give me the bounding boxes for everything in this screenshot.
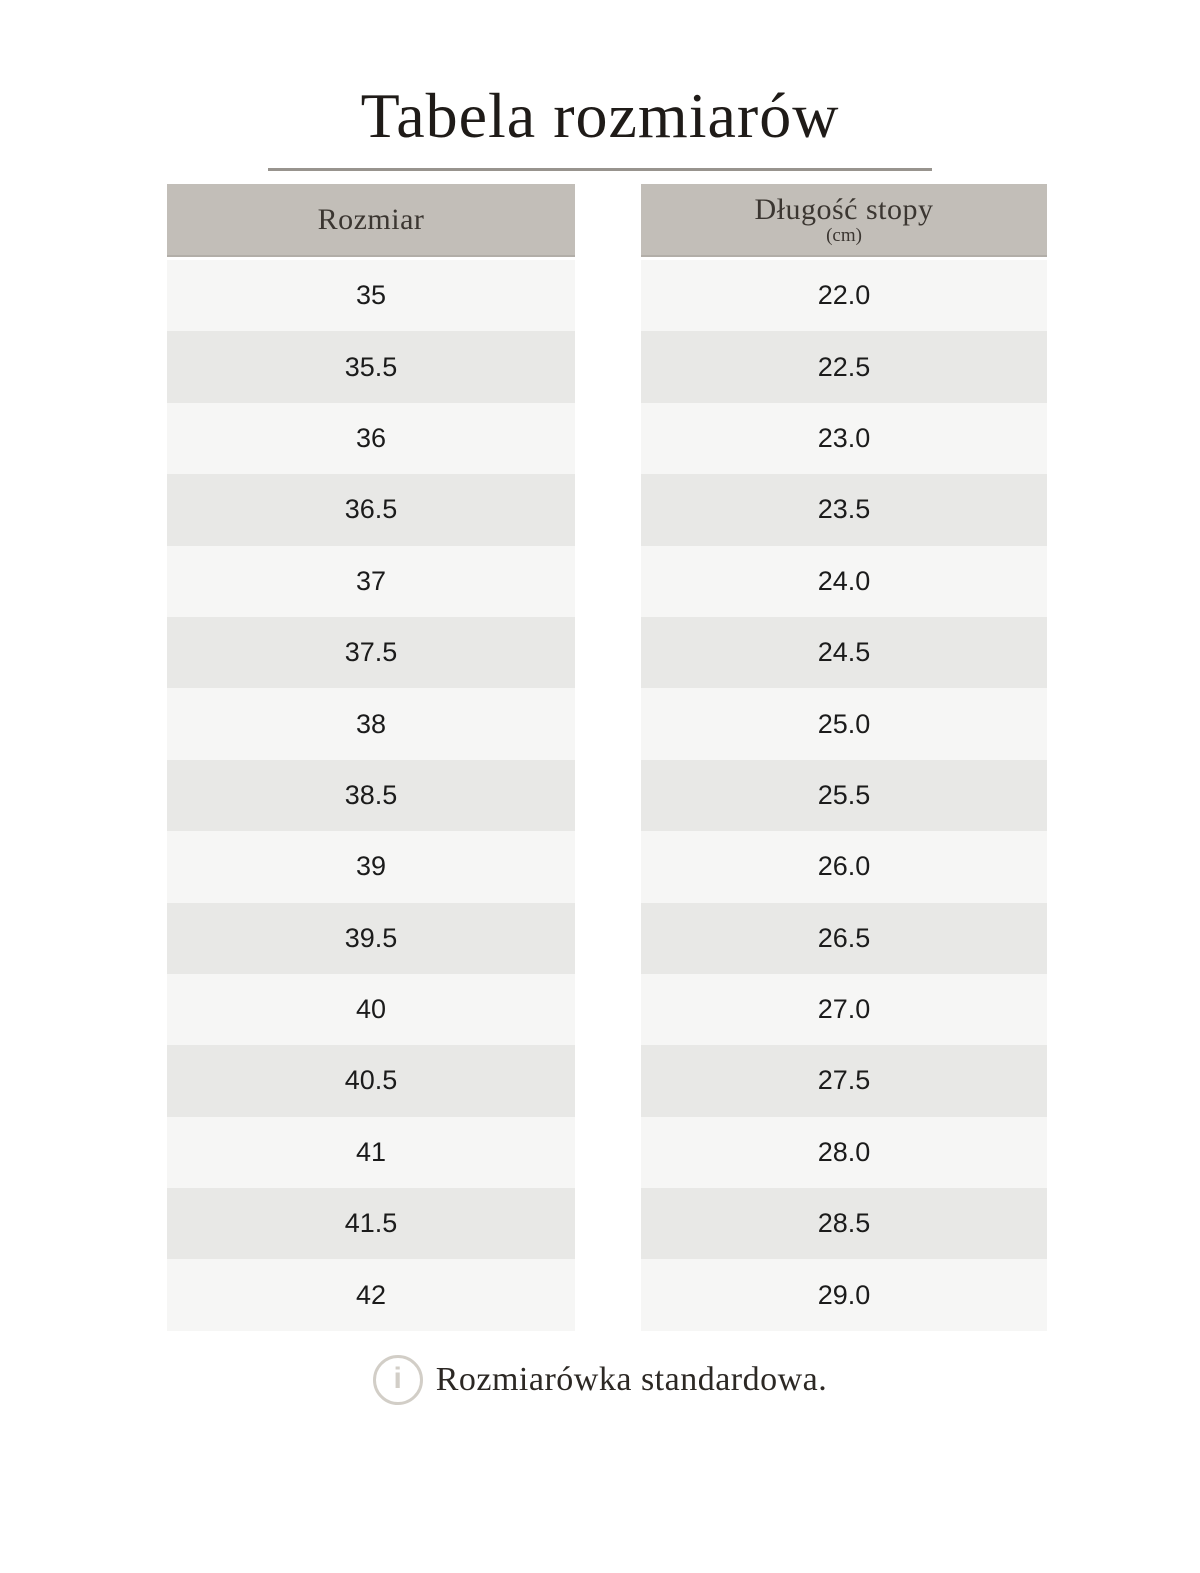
foot-length-cell: 27.5: [641, 1045, 1047, 1117]
size-cell: 39.5: [167, 902, 575, 974]
foot-length-column: Długość stopy (cm) 22.0 22.5 23.0 23.5 2…: [641, 184, 1047, 1331]
size-cell: 37.5: [167, 616, 575, 689]
foot-length-cell: 28.0: [641, 1116, 1047, 1189]
size-cell: 36.5: [167, 474, 575, 546]
size-cell: 37: [167, 545, 575, 617]
size-cell: 38.5: [167, 759, 575, 832]
foot-length-header-label: Długość stopy: [754, 193, 934, 227]
size-table: Rozmiar 35 35.5 36 36.5 37 37.5 38: [167, 184, 1200, 1331]
size-cell: 38: [167, 688, 575, 760]
foot-length-cell: 22.0: [641, 260, 1047, 332]
foot-length-column-body: 22.0 22.5 23.0 23.5 24.0 24.5 25.0 25.5 …: [641, 260, 1047, 1331]
foot-length-cell: 26.5: [641, 902, 1047, 974]
foot-length-cell: 24.0: [641, 545, 1047, 617]
foot-length-column-header: Długość stopy (cm): [641, 184, 1047, 257]
info-icon: i: [372, 1354, 423, 1405]
foot-length-cell: 25.0: [641, 688, 1047, 760]
foot-length-cell: 23.5: [641, 474, 1047, 546]
size-cell: 35: [167, 260, 575, 332]
size-cell: 40.5: [167, 1045, 575, 1117]
foot-length-cell: 25.5: [641, 759, 1047, 832]
size-cell: 39: [167, 831, 575, 903]
size-column: Rozmiar 35 35.5 36 36.5 37 37.5 38: [167, 184, 575, 1331]
size-cell: 42: [167, 1259, 575, 1331]
size-column-body: 35 35.5 36 36.5 37 37.5 38 38.5 39: [167, 260, 575, 1331]
size-cell: 41.5: [167, 1188, 575, 1260]
size-cell: 35.5: [167, 331, 575, 403]
size-chart-page: Tabela rozmiarów Rozmiar 35 35.5 36 36.5…: [0, 84, 1200, 1573]
foot-length-cell: 27.0: [641, 973, 1047, 1046]
page-title: Tabela rozmiarów: [360, 80, 840, 151]
foot-length-cell: 22.5: [641, 331, 1047, 403]
sizing-note: i Rozmiarówka standardowa.: [0, 1354, 1200, 1405]
title-underline: [268, 168, 932, 171]
foot-length-cell: 24.5: [641, 616, 1047, 689]
foot-length-cell: 26.0: [641, 831, 1047, 903]
info-icon-glyph: i: [393, 1361, 402, 1395]
size-column-header: Rozmiar: [167, 184, 575, 257]
sizing-note-text: Rozmiarówka standardowa.: [435, 1360, 828, 1398]
foot-length-header-unit: (cm): [826, 224, 862, 246]
size-cell: 40: [167, 973, 575, 1046]
size-cell: 41: [167, 1116, 575, 1189]
foot-length-cell: 29.0: [641, 1259, 1047, 1331]
size-header-label: Rozmiar: [317, 202, 425, 236]
foot-length-cell: 28.5: [641, 1188, 1047, 1260]
foot-length-cell: 23.0: [641, 402, 1047, 475]
size-cell: 36: [167, 402, 575, 475]
